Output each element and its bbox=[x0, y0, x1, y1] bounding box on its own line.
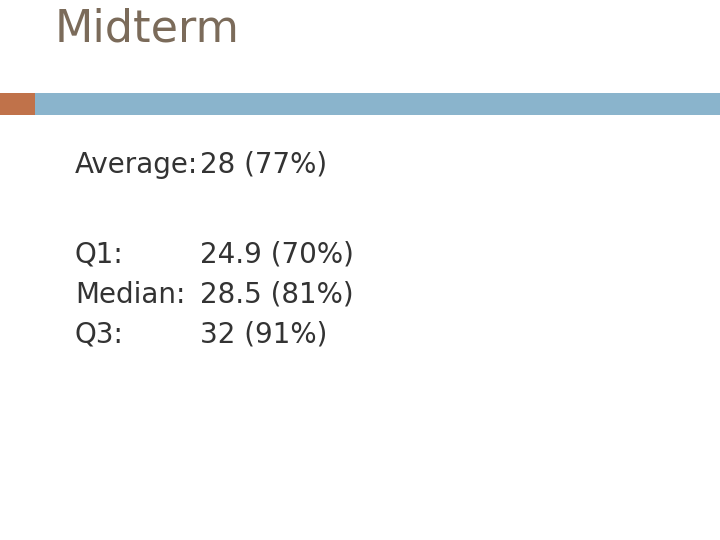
Text: Midterm: Midterm bbox=[55, 7, 240, 50]
Text: 24.9 (70%): 24.9 (70%) bbox=[200, 241, 354, 269]
Text: Q1:: Q1: bbox=[75, 241, 124, 269]
Bar bbox=[35, 93, 720, 115]
Text: 32 (91%): 32 (91%) bbox=[200, 321, 328, 349]
Text: 28 (77%): 28 (77%) bbox=[200, 151, 327, 179]
Text: Average:: Average: bbox=[75, 151, 198, 179]
Text: 28.5 (81%): 28.5 (81%) bbox=[200, 281, 354, 309]
Bar bbox=[0, 93, 35, 115]
Text: Median:: Median: bbox=[75, 281, 185, 309]
Text: Q3:: Q3: bbox=[75, 321, 124, 349]
